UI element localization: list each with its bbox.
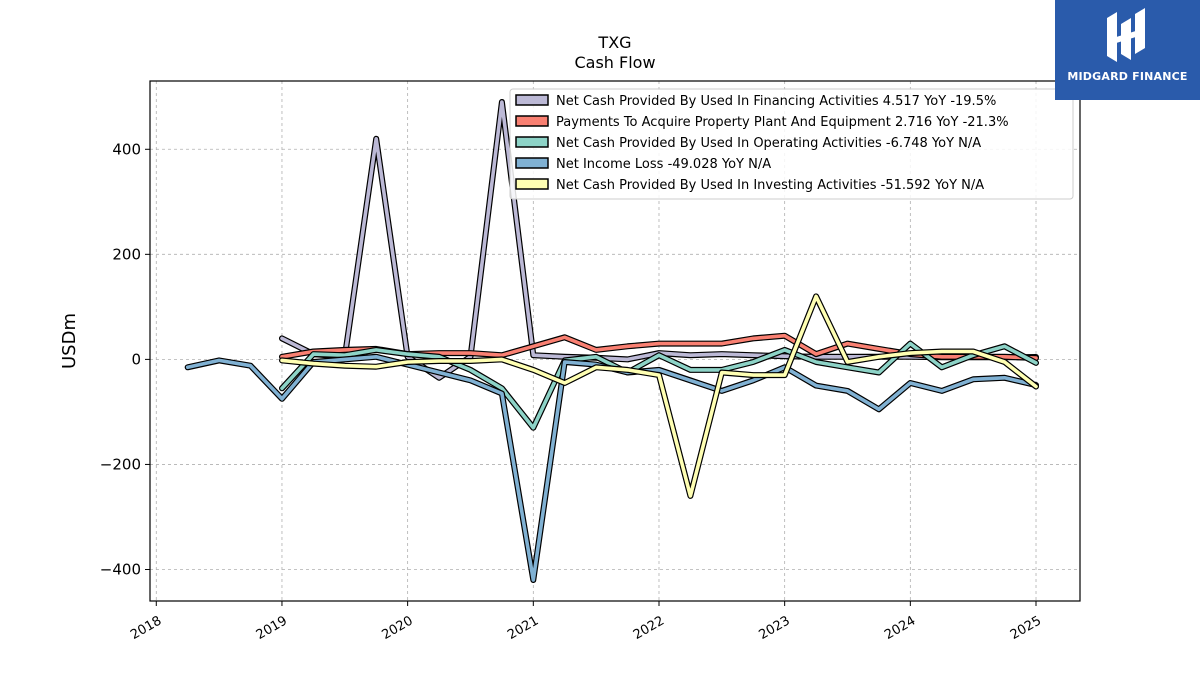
series-line-2 <box>279 340 1039 431</box>
y-tick-label: −200 <box>100 455 141 473</box>
legend-swatch <box>515 136 549 148</box>
midgard-logo-icon <box>1107 8 1145 62</box>
series-layer <box>184 99 1039 583</box>
legend-swatch <box>515 178 549 190</box>
series-outline <box>184 353 1039 583</box>
series-line <box>185 354 1038 582</box>
legend-swatch <box>515 157 549 169</box>
chart-title: TXG <box>597 33 631 52</box>
legend-swatch <box>515 115 549 127</box>
y-axis-label: USDm <box>59 313 80 369</box>
legend-label: Net Cash Provided By Used In Operating A… <box>556 136 981 151</box>
x-tick-label: 2023 <box>757 613 793 643</box>
x-tick-label: 2024 <box>882 613 918 643</box>
legend-label: Net Cash Provided By Used In Investing A… <box>556 178 984 193</box>
y-tick-label: 200 <box>112 245 141 263</box>
logo-text: MIDGARD FINANCE <box>1067 70 1188 83</box>
y-tick-label: 0 <box>131 350 141 368</box>
plot-frame <box>149 80 1081 602</box>
y-tick-label: −400 <box>100 560 141 578</box>
brand-logo: MIDGARD FINANCE <box>1055 0 1200 100</box>
x-tick-label: 2025 <box>1008 613 1044 643</box>
x-tick-label: 2020 <box>379 613 415 643</box>
series-line <box>280 294 1038 498</box>
series-line <box>280 341 1038 430</box>
x-tick-label: 2022 <box>631 613 667 643</box>
legend-label: Net Cash Provided By Used In Financing A… <box>556 94 996 109</box>
legend-label: Payments To Acquire Property Plant And E… <box>556 115 1009 130</box>
x-tick-label: 2021 <box>505 613 541 643</box>
legend-swatch <box>515 94 549 106</box>
legend: Net Cash Provided By Used In Financing A… <box>509 88 1074 200</box>
chart-subtitle: Cash Flow <box>574 53 655 72</box>
legend-box <box>509 88 1074 200</box>
x-tick-label: 2018 <box>128 613 164 643</box>
x-tick-label: 2019 <box>254 613 290 643</box>
series-line-3 <box>184 353 1039 583</box>
legend-label: Net Income Loss -49.028 YoY N/A <box>556 157 771 172</box>
y-tick-label: 400 <box>112 140 141 158</box>
series-line-4 <box>279 293 1039 499</box>
